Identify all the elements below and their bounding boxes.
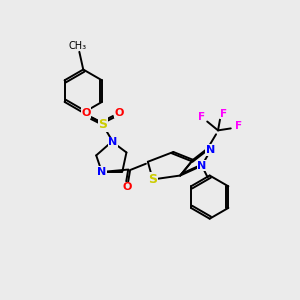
Text: F: F [220,109,227,119]
Text: F: F [198,112,205,122]
Text: CH₃: CH₃ [68,41,86,51]
Text: O: O [122,182,132,192]
Text: N: N [108,137,117,147]
Text: F: F [235,122,242,131]
Text: S: S [148,173,157,186]
Text: N: N [197,161,206,171]
Text: N: N [206,145,215,155]
Text: O: O [82,108,91,118]
Text: S: S [98,118,107,131]
Text: N: N [97,167,106,177]
Text: O: O [115,108,124,118]
